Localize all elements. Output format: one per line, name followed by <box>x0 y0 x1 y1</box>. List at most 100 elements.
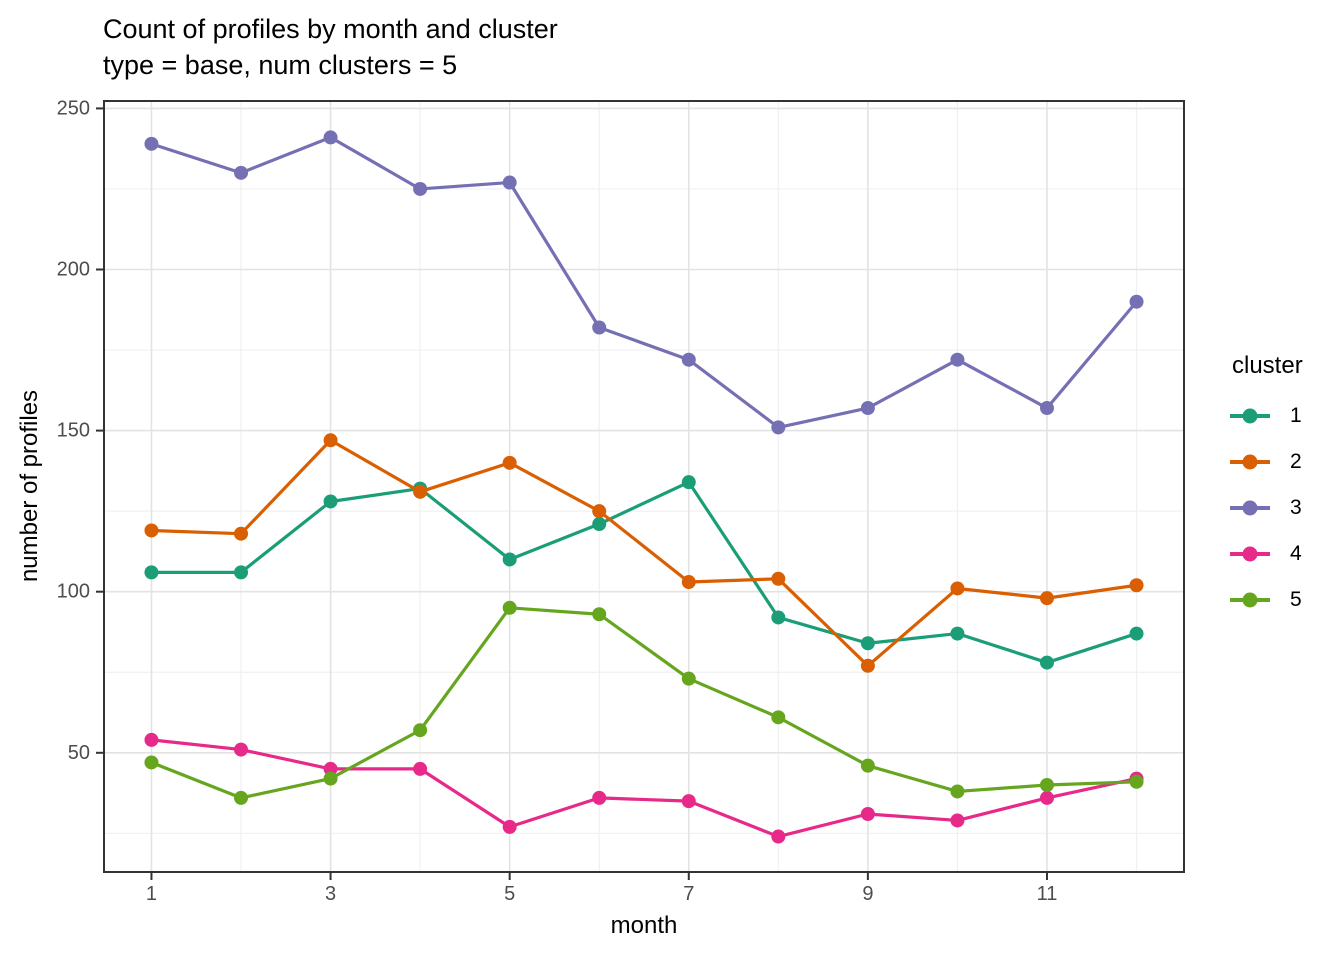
y-tick-label: 100 <box>57 581 90 603</box>
data-point-cluster-1-month-12 <box>1129 626 1144 641</box>
series-line-5 <box>149 606 1139 800</box>
data-point-cluster-3-month-8 <box>771 420 786 435</box>
data-point-cluster-3-month-4 <box>413 181 428 196</box>
data-point-cluster-2-month-2 <box>234 526 249 541</box>
data-point-cluster-1-month-8 <box>771 610 786 625</box>
x-tick-label: 7 <box>683 883 694 905</box>
panel-border <box>103 100 1185 873</box>
x-tick-label: 11 <box>1037 883 1058 905</box>
data-point-cluster-5-month-9 <box>860 758 875 773</box>
data-point-cluster-3-month-11 <box>1039 401 1054 416</box>
legend-item-5: 5 <box>1230 577 1342 623</box>
data-point-cluster-2-month-11 <box>1039 591 1054 606</box>
y-axis-title: number of profiles <box>16 389 43 583</box>
data-point-cluster-4-month-3 <box>323 761 338 776</box>
data-point-cluster-1-month-9 <box>860 636 875 651</box>
series-line-4 <box>149 738 1139 839</box>
x-tick-label: 5 <box>504 883 515 905</box>
data-point-cluster-3-month-1 <box>144 136 159 151</box>
y-tick-label: 50 <box>68 742 90 764</box>
data-point-cluster-3-month-2 <box>234 165 249 180</box>
data-point-cluster-4-month-4 <box>413 761 428 776</box>
data-point-cluster-1-month-6 <box>592 517 607 532</box>
data-point-cluster-2-month-3 <box>323 433 338 448</box>
data-point-cluster-2-month-12 <box>1129 578 1144 593</box>
data-point-cluster-3-month-6 <box>592 320 607 335</box>
data-point-cluster-4-month-1 <box>144 732 159 747</box>
data-point-cluster-5-month-10 <box>950 784 965 799</box>
legend-key-icon <box>1230 497 1270 519</box>
legend-item-1: 1 <box>1230 393 1342 439</box>
data-point-cluster-2-month-1 <box>144 523 159 538</box>
legend-item-2: 2 <box>1230 439 1342 485</box>
data-point-cluster-2-month-9 <box>860 658 875 673</box>
data-point-cluster-1-month-2 <box>234 565 249 580</box>
legend-label: 1 <box>1290 404 1302 427</box>
legend-key-icon <box>1230 589 1270 611</box>
y-tick-label: 200 <box>57 259 90 281</box>
data-point-cluster-4-month-6 <box>592 790 607 805</box>
data-point-cluster-1-month-7 <box>681 475 696 490</box>
legend-key-icon <box>1230 405 1270 427</box>
legend-item-4: 4 <box>1230 531 1342 577</box>
data-point-cluster-3-month-10 <box>950 352 965 367</box>
data-point-cluster-2-month-5 <box>502 455 517 470</box>
data-point-cluster-1-month-1 <box>144 565 159 580</box>
gridlines <box>104 101 1184 872</box>
data-point-cluster-5-month-3 <box>323 771 338 786</box>
legend-item-3: 3 <box>1230 485 1342 531</box>
data-point-cluster-4-month-7 <box>681 794 696 809</box>
series-5 <box>144 600 1144 805</box>
data-point-cluster-2-month-6 <box>592 504 607 519</box>
legend-label: 3 <box>1290 496 1302 519</box>
data-point-cluster-4-month-2 <box>234 742 249 757</box>
series-line-3 <box>149 135 1139 429</box>
data-point-cluster-5-month-11 <box>1039 778 1054 793</box>
data-point-cluster-2-month-8 <box>771 571 786 586</box>
legend-title: cluster <box>1232 352 1303 379</box>
legend-label: 4 <box>1290 542 1302 565</box>
data-point-cluster-3-month-5 <box>502 175 517 190</box>
axes: 1 3 5 7 9 11 50 100 150 200 250 <box>57 97 1058 905</box>
data-point-cluster-2-month-7 <box>681 575 696 590</box>
data-point-cluster-2-month-4 <box>413 484 428 499</box>
chart-title: Count of profiles by month and cluster <box>103 14 558 44</box>
data-point-cluster-1-month-3 <box>323 494 338 509</box>
data-point-cluster-5-month-7 <box>681 671 696 686</box>
data-point-cluster-5-month-1 <box>144 755 159 770</box>
x-tick-label: 3 <box>325 883 336 905</box>
y-tick-label: 250 <box>57 97 90 119</box>
data-point-cluster-5-month-2 <box>234 790 249 805</box>
legend-label: 5 <box>1290 588 1302 611</box>
data-point-cluster-3-month-3 <box>323 130 338 145</box>
data-point-cluster-4-month-10 <box>950 813 965 828</box>
data-point-cluster-1-month-11 <box>1039 655 1054 670</box>
data-point-cluster-5-month-4 <box>413 723 428 738</box>
legend-key-icon <box>1230 543 1270 565</box>
data-point-cluster-3-month-9 <box>860 401 875 416</box>
data-point-cluster-5-month-5 <box>502 600 517 615</box>
data-point-cluster-3-month-12 <box>1129 294 1144 309</box>
legend-key-icon <box>1230 451 1270 473</box>
series-1 <box>144 475 1144 670</box>
series-line-1 <box>149 480 1139 665</box>
data-point-cluster-1-month-10 <box>950 626 965 641</box>
series-3 <box>144 130 1144 435</box>
legend-items: 1 2 3 4 5 <box>1230 393 1342 623</box>
legend: cluster 1 2 3 4 5 <box>1230 352 1342 623</box>
data-point-cluster-4-month-9 <box>860 807 875 822</box>
data-point-cluster-5-month-12 <box>1129 774 1144 789</box>
data-point-cluster-5-month-8 <box>771 710 786 725</box>
data-point-cluster-3-month-7 <box>681 352 696 367</box>
legend-label: 2 <box>1290 450 1302 473</box>
data-point-cluster-2-month-10 <box>950 581 965 596</box>
x-axis-title: month <box>610 912 678 939</box>
panel-background <box>104 101 1184 872</box>
series-line-2 <box>149 438 1139 668</box>
data-point-cluster-1-month-5 <box>502 552 517 567</box>
x-tick-label: 9 <box>862 883 873 905</box>
data-point-cluster-4-month-11 <box>1039 790 1054 805</box>
data-point-cluster-4-month-5 <box>502 819 517 834</box>
